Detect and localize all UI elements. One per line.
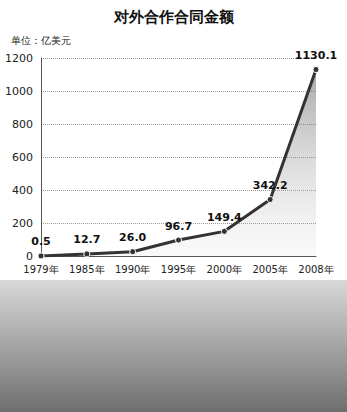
svg-text:600: 600 (12, 151, 33, 164)
svg-text:对外合作合同金额: 对外合作合同金额 (113, 8, 235, 26)
svg-text:149.4: 149.4 (207, 211, 242, 224)
svg-text:1130.1: 1130.1 (295, 49, 337, 62)
svg-text:1990年: 1990年 (115, 264, 150, 275)
svg-text:0.5: 0.5 (31, 235, 51, 248)
svg-text:800: 800 (12, 118, 33, 131)
svg-text:26.0: 26.0 (119, 231, 146, 244)
svg-text:2000年: 2000年 (207, 264, 242, 275)
svg-text:200: 200 (12, 217, 33, 230)
svg-text:1985年: 1985年 (69, 264, 104, 275)
svg-text:12.7: 12.7 (73, 233, 100, 246)
svg-text:1979年: 1979年 (23, 264, 58, 275)
svg-text:342.2: 342.2 (253, 179, 288, 192)
svg-text:1000: 1000 (5, 85, 33, 98)
svg-text:1200: 1200 (5, 52, 33, 65)
svg-text:2008年: 2008年 (298, 264, 333, 275)
svg-text:单位：亿美元: 单位：亿美元 (11, 35, 71, 46)
svg-text:400: 400 (12, 184, 33, 197)
svg-text:0: 0 (26, 250, 33, 263)
svg-text:2005年: 2005年 (252, 264, 287, 275)
svg-text:1995年: 1995年 (161, 264, 196, 275)
svg-text:96.7: 96.7 (165, 220, 192, 233)
